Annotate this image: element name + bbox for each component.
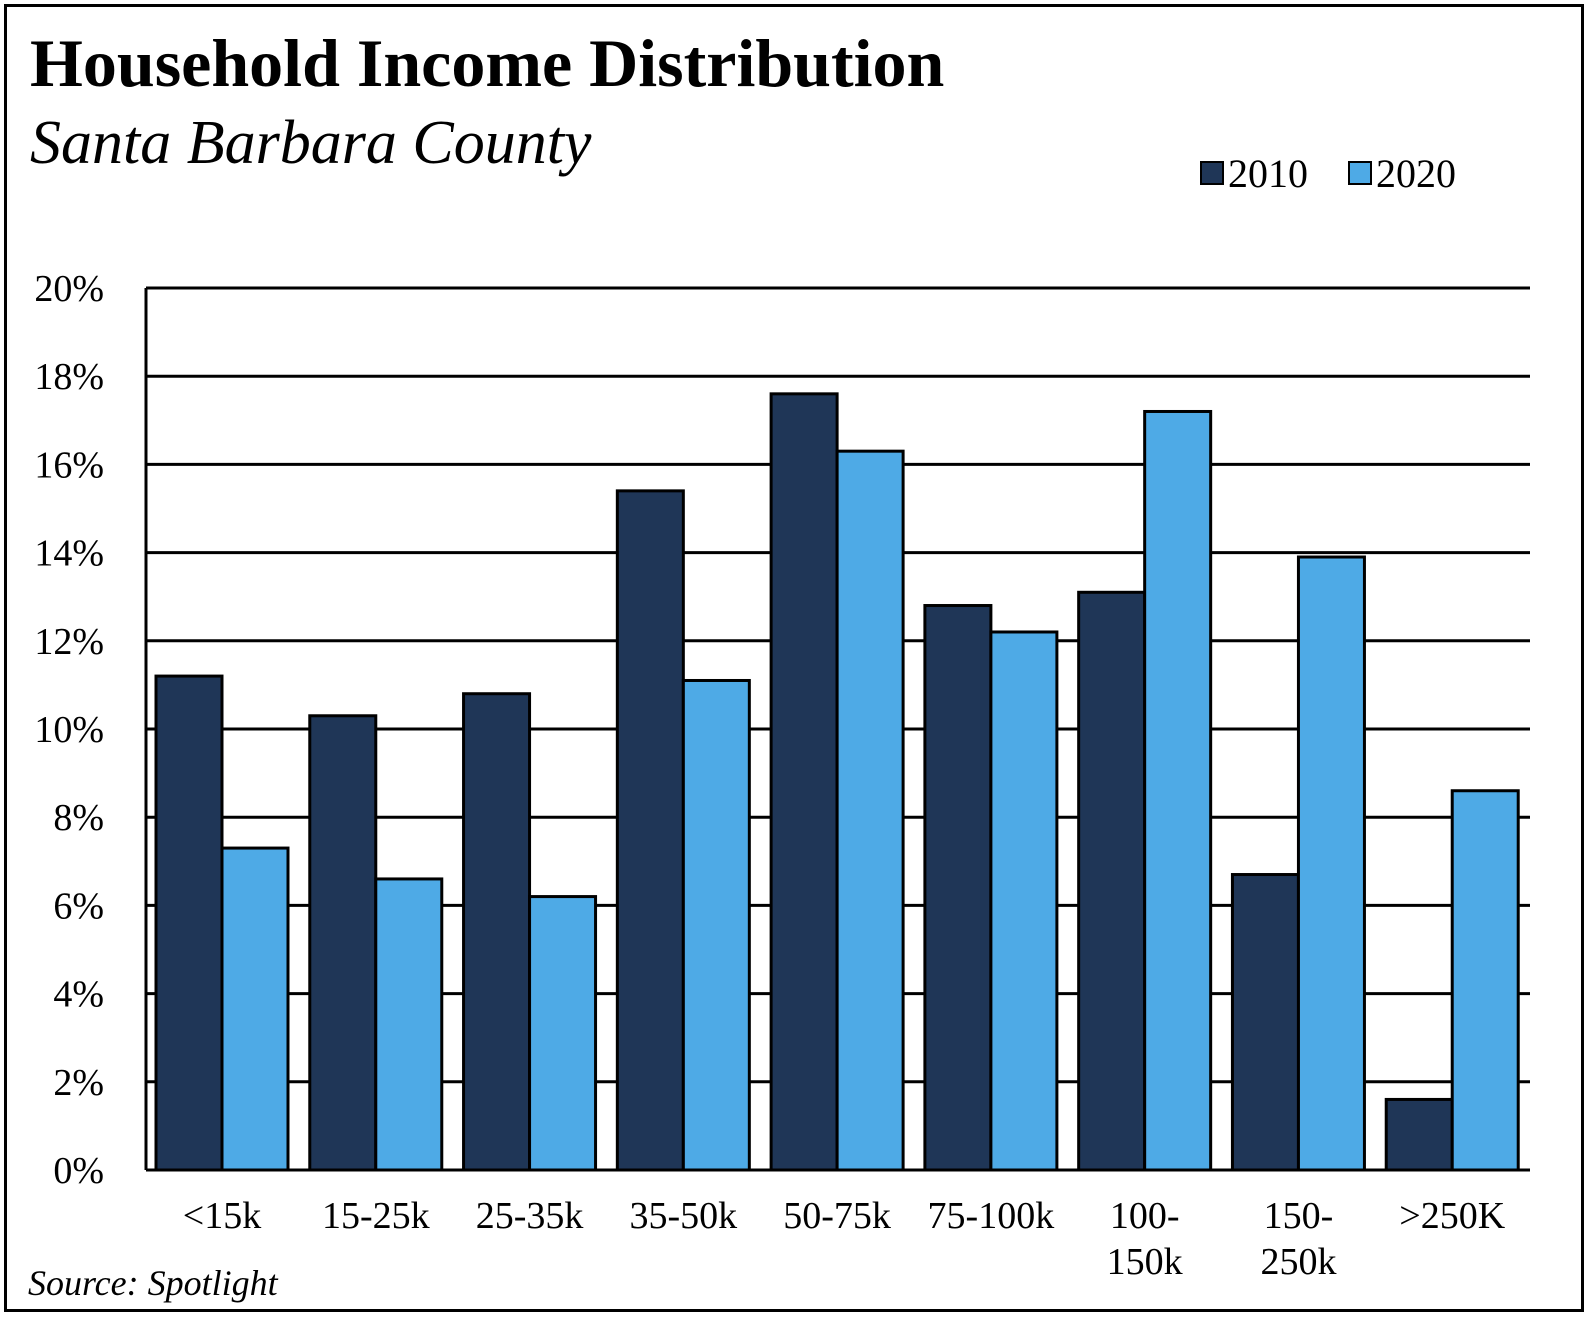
bar-2010 bbox=[154, 674, 224, 1172]
y-tick-label: 12% bbox=[34, 621, 104, 663]
y-tick-label: 18% bbox=[34, 356, 104, 398]
bar-2020 bbox=[1143, 409, 1213, 1172]
bar-2010 bbox=[1077, 590, 1147, 1172]
bar-2020 bbox=[835, 449, 905, 1172]
bar-2010 bbox=[769, 392, 839, 1172]
chart-subtitle: Santa Barbara County bbox=[30, 109, 592, 177]
bar-2010 bbox=[615, 489, 685, 1172]
x-tick-label: 75-100k bbox=[928, 1195, 1055, 1237]
x-tick-label: <15k bbox=[183, 1195, 261, 1237]
bar-2020 bbox=[220, 846, 290, 1172]
y-tick-label: 16% bbox=[34, 444, 104, 486]
bar-2010 bbox=[308, 714, 378, 1172]
legend-label-2010: 2010 bbox=[1228, 150, 1308, 196]
legend-item-2010: 2010 bbox=[1200, 150, 1308, 197]
x-tick-label: 50-75k bbox=[783, 1195, 891, 1237]
x-tick-label: 15-25k bbox=[322, 1195, 430, 1237]
bar-2010 bbox=[1230, 873, 1300, 1172]
x-tick-label: 100-150k bbox=[1107, 1195, 1183, 1283]
y-tick-label: 8% bbox=[53, 797, 104, 839]
x-tick-label: >250K bbox=[1399, 1195, 1505, 1237]
x-tick-label: 35-50k bbox=[630, 1195, 738, 1237]
y-tick-label: 10% bbox=[34, 709, 104, 751]
bar-2020 bbox=[374, 877, 444, 1172]
source-note: Source: Spotlight bbox=[28, 1263, 278, 1303]
bar-2020 bbox=[681, 678, 751, 1172]
bar-2020 bbox=[528, 895, 598, 1172]
bar-2020 bbox=[1296, 555, 1366, 1172]
y-tick-label: 0% bbox=[53, 1150, 104, 1192]
y-tick-label: 4% bbox=[53, 974, 104, 1016]
y-tick-label: 14% bbox=[34, 533, 104, 575]
legend-swatch-2020 bbox=[1348, 161, 1372, 185]
x-tick-label: 150-250k bbox=[1260, 1195, 1336, 1283]
bar-2020 bbox=[1450, 789, 1520, 1172]
y-tick-label: 6% bbox=[53, 885, 104, 927]
y-tick-label: 20% bbox=[34, 268, 104, 310]
legend-label-2020: 2020 bbox=[1376, 150, 1456, 196]
x-tick-label: 25-35k bbox=[476, 1195, 584, 1237]
y-tick-label: 2% bbox=[53, 1062, 104, 1104]
legend-item-2020: 2020 bbox=[1348, 150, 1456, 197]
legend-swatch-2010 bbox=[1200, 161, 1224, 185]
bar-2010 bbox=[1384, 1097, 1454, 1172]
bar-2010 bbox=[923, 604, 993, 1172]
legend: 2010 2020 bbox=[1200, 148, 1496, 198]
bar-2010 bbox=[462, 692, 532, 1172]
bar-2020 bbox=[989, 630, 1059, 1172]
chart-title: Household Income Distribution bbox=[30, 25, 945, 101]
